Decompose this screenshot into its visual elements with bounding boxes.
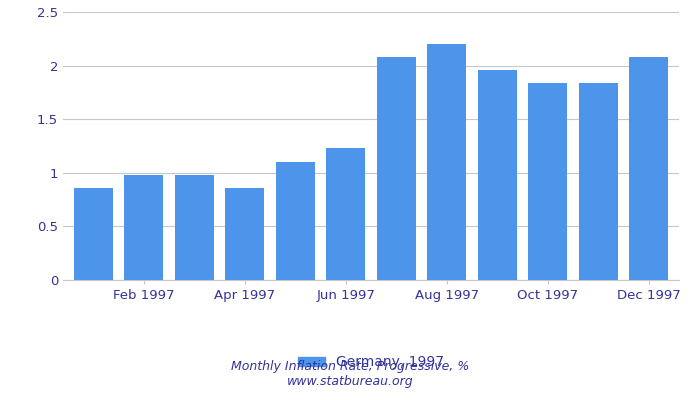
Bar (377, 57, 416, 280)
Bar (276, 162, 315, 280)
Text: www.statbureau.org: www.statbureau.org (287, 375, 413, 388)
Bar (124, 175, 164, 280)
Bar (477, 70, 517, 280)
Text: Monthly Inflation Rate, Progressive, %: Monthly Inflation Rate, Progressive, % (231, 360, 469, 373)
Legend: Germany, 1997: Germany, 1997 (292, 350, 450, 375)
Bar (528, 83, 568, 280)
Bar (578, 83, 618, 280)
Bar (74, 188, 113, 280)
Bar (326, 148, 365, 280)
Bar (427, 44, 466, 280)
Bar (629, 57, 668, 280)
Bar (225, 188, 265, 280)
Bar (174, 175, 214, 280)
